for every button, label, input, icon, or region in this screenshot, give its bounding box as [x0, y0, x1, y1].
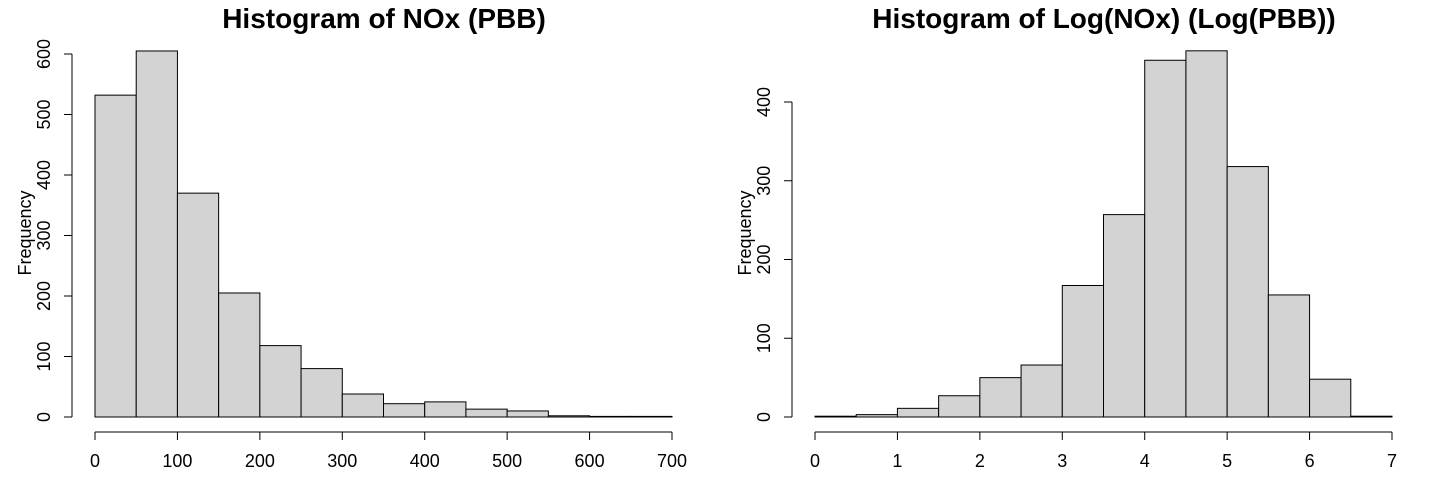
histogram-bar	[1267, 294, 1311, 418]
x-tick-label: 600	[575, 451, 605, 471]
x-axis: 0 100 200 300 400 500 600 700	[90, 431, 687, 471]
bars-group	[94, 50, 673, 418]
histogram-bar	[1103, 214, 1146, 418]
x-tick-label: 2	[975, 451, 985, 471]
histogram-bar	[1061, 284, 1105, 418]
histogram-bar	[135, 50, 178, 418]
chart-title: Histogram of Log(NOx) (Log(PBB))	[872, 3, 1336, 34]
y-axis: 0 100 200 300 400	[754, 87, 793, 422]
y-tick-label: 300	[754, 166, 774, 196]
histogram-bar	[896, 407, 940, 418]
histogram-bar	[465, 408, 508, 418]
y-tick-label: 0	[34, 412, 54, 422]
histogram-bar	[300, 368, 343, 418]
y-tick-label: 600	[34, 39, 54, 69]
histogram-bar	[814, 415, 857, 418]
chart-title: Histogram of NOx (PBB)	[222, 3, 546, 34]
y-tick-label: 400	[754, 87, 774, 117]
x-tick-label: 6	[1305, 451, 1315, 471]
x-tick-label: 0	[810, 451, 820, 471]
y-tick-label: 200	[34, 281, 54, 311]
x-tick-label: 700	[657, 451, 687, 471]
log-nox-histogram-panel: Histogram of Log(NOx) (Log(PBB)) Frequen…	[735, 3, 1397, 471]
y-axis-label: Frequency	[735, 190, 755, 275]
y-tick-label: 100	[34, 341, 54, 371]
y-axis-label: Frequency	[15, 190, 35, 275]
nox-histogram-panel: Histogram of NOx (PBB) Frequency 0 100 200…	[15, 3, 687, 471]
histogram-bar	[94, 94, 137, 418]
x-tick-label: 100	[162, 451, 192, 471]
y-tick-label: 300	[34, 220, 54, 250]
histogram-bar	[589, 415, 632, 418]
histogram-bar	[1144, 59, 1187, 418]
histogram-bar	[938, 395, 981, 418]
histogram-bar	[259, 345, 302, 418]
histogram-bar	[979, 377, 1022, 418]
x-tick-label: 0	[90, 451, 100, 471]
x-tick-label: 200	[245, 451, 275, 471]
x-tick-label: 400	[410, 451, 440, 471]
y-tick-label: 500	[34, 99, 54, 129]
x-tick-label: 5	[1222, 451, 1232, 471]
histogram-bar	[424, 401, 467, 418]
histogram-bar	[506, 410, 549, 418]
histogram-bar	[855, 414, 898, 418]
histogram-bar	[176, 192, 220, 418]
histogram-bar	[547, 415, 591, 418]
histogram-bar	[1350, 415, 1393, 418]
x-tick-label: 300	[327, 451, 357, 471]
histogram-bar	[383, 403, 426, 418]
x-tick-label: 1	[892, 451, 902, 471]
x-tick-label: 4	[1140, 451, 1150, 471]
x-tick-label: 7	[1387, 451, 1397, 471]
y-tick-label: 200	[754, 244, 774, 274]
histogram-bar	[218, 292, 261, 418]
y-tick-label: 0	[754, 412, 774, 422]
x-axis: 0 1 2 3 4 5 6 7	[810, 431, 1397, 471]
histogram-bar	[630, 415, 673, 418]
x-tick-label: 500	[492, 451, 522, 471]
x-tick-label: 3	[1057, 451, 1067, 471]
y-axis: 0 100 200 300 400 500 600	[34, 39, 73, 422]
y-tick-label: 400	[34, 160, 54, 190]
bars-group	[814, 50, 1393, 418]
histogram-bar	[1309, 378, 1352, 418]
histogram-bar	[1226, 166, 1269, 418]
y-tick-label: 100	[754, 323, 774, 353]
histogram-bar	[341, 393, 384, 418]
histogram-bar	[1185, 50, 1228, 418]
histogram-bar	[1020, 364, 1063, 418]
